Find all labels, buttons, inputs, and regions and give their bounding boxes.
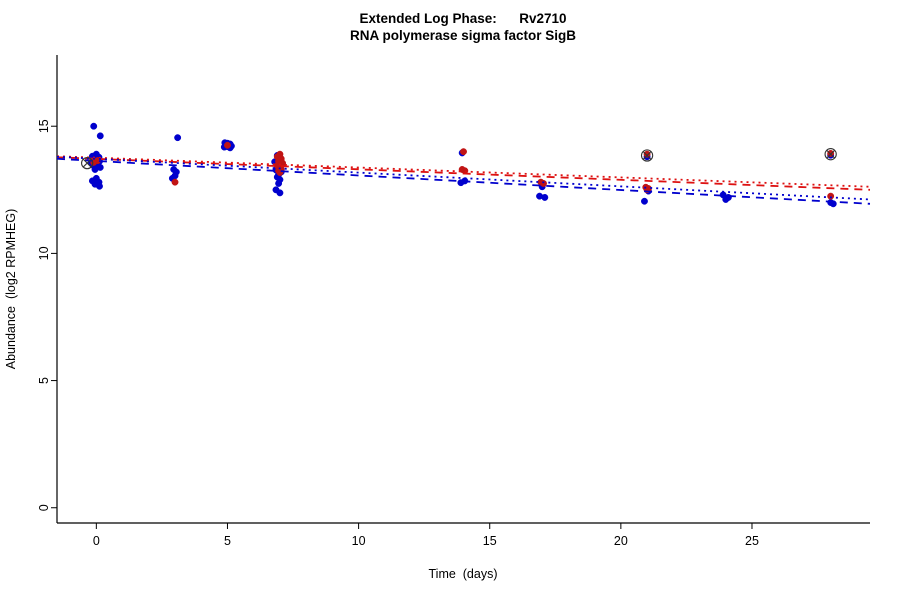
data-point-red [460,148,467,156]
y-tick-label: 5 [37,377,51,384]
x-tick-label: 15 [483,534,497,548]
circled-x-marker [640,149,654,162]
data-point-blue [541,193,549,201]
trend-line-blue-dotted [56,155,871,201]
x-tick-label: 5 [224,534,231,548]
x-tick-label: 25 [745,534,759,548]
data-point-red [224,141,231,149]
y-tick-label: 10 [37,246,51,260]
circled-x-marker [824,148,837,161]
data-point-red [171,178,179,186]
data-point-blue [90,122,98,130]
data-point-red [540,179,547,187]
x-tick-label: 10 [352,534,366,548]
data-point-red [827,192,835,200]
data-point-blue [91,166,99,173]
data-point-blue [174,134,182,142]
chart-subtitle: RNA polymerase sigma factor SigB [350,28,576,43]
data-point-blue [96,182,103,190]
x-tick-label: 20 [614,534,628,548]
x-axis-label: Time (days) [429,567,498,581]
data-point-blue [275,179,283,187]
trend-line-blue-dashed [56,157,871,205]
data-point-blue [96,132,104,140]
y-axis-label: Abundance (log2 RPMHEG) [4,209,18,370]
x-tick-label: 0 [93,534,100,548]
data-point-blue [722,196,730,203]
y-tick-label: 15 [37,119,51,133]
chart-title: Extended Log Phase: Rv2710 [359,11,566,26]
y-tick-label: 0 [37,504,51,511]
circled-x-marker [81,156,94,170]
plot-layer: 0 5 10 15 20 25 0 5 10 15 [37,55,871,548]
data-point-red [276,169,284,176]
data-point-blue [276,189,284,197]
data-point-red [643,150,651,158]
data-point-blue [641,197,648,205]
trend-line-red-dashed [56,156,871,191]
